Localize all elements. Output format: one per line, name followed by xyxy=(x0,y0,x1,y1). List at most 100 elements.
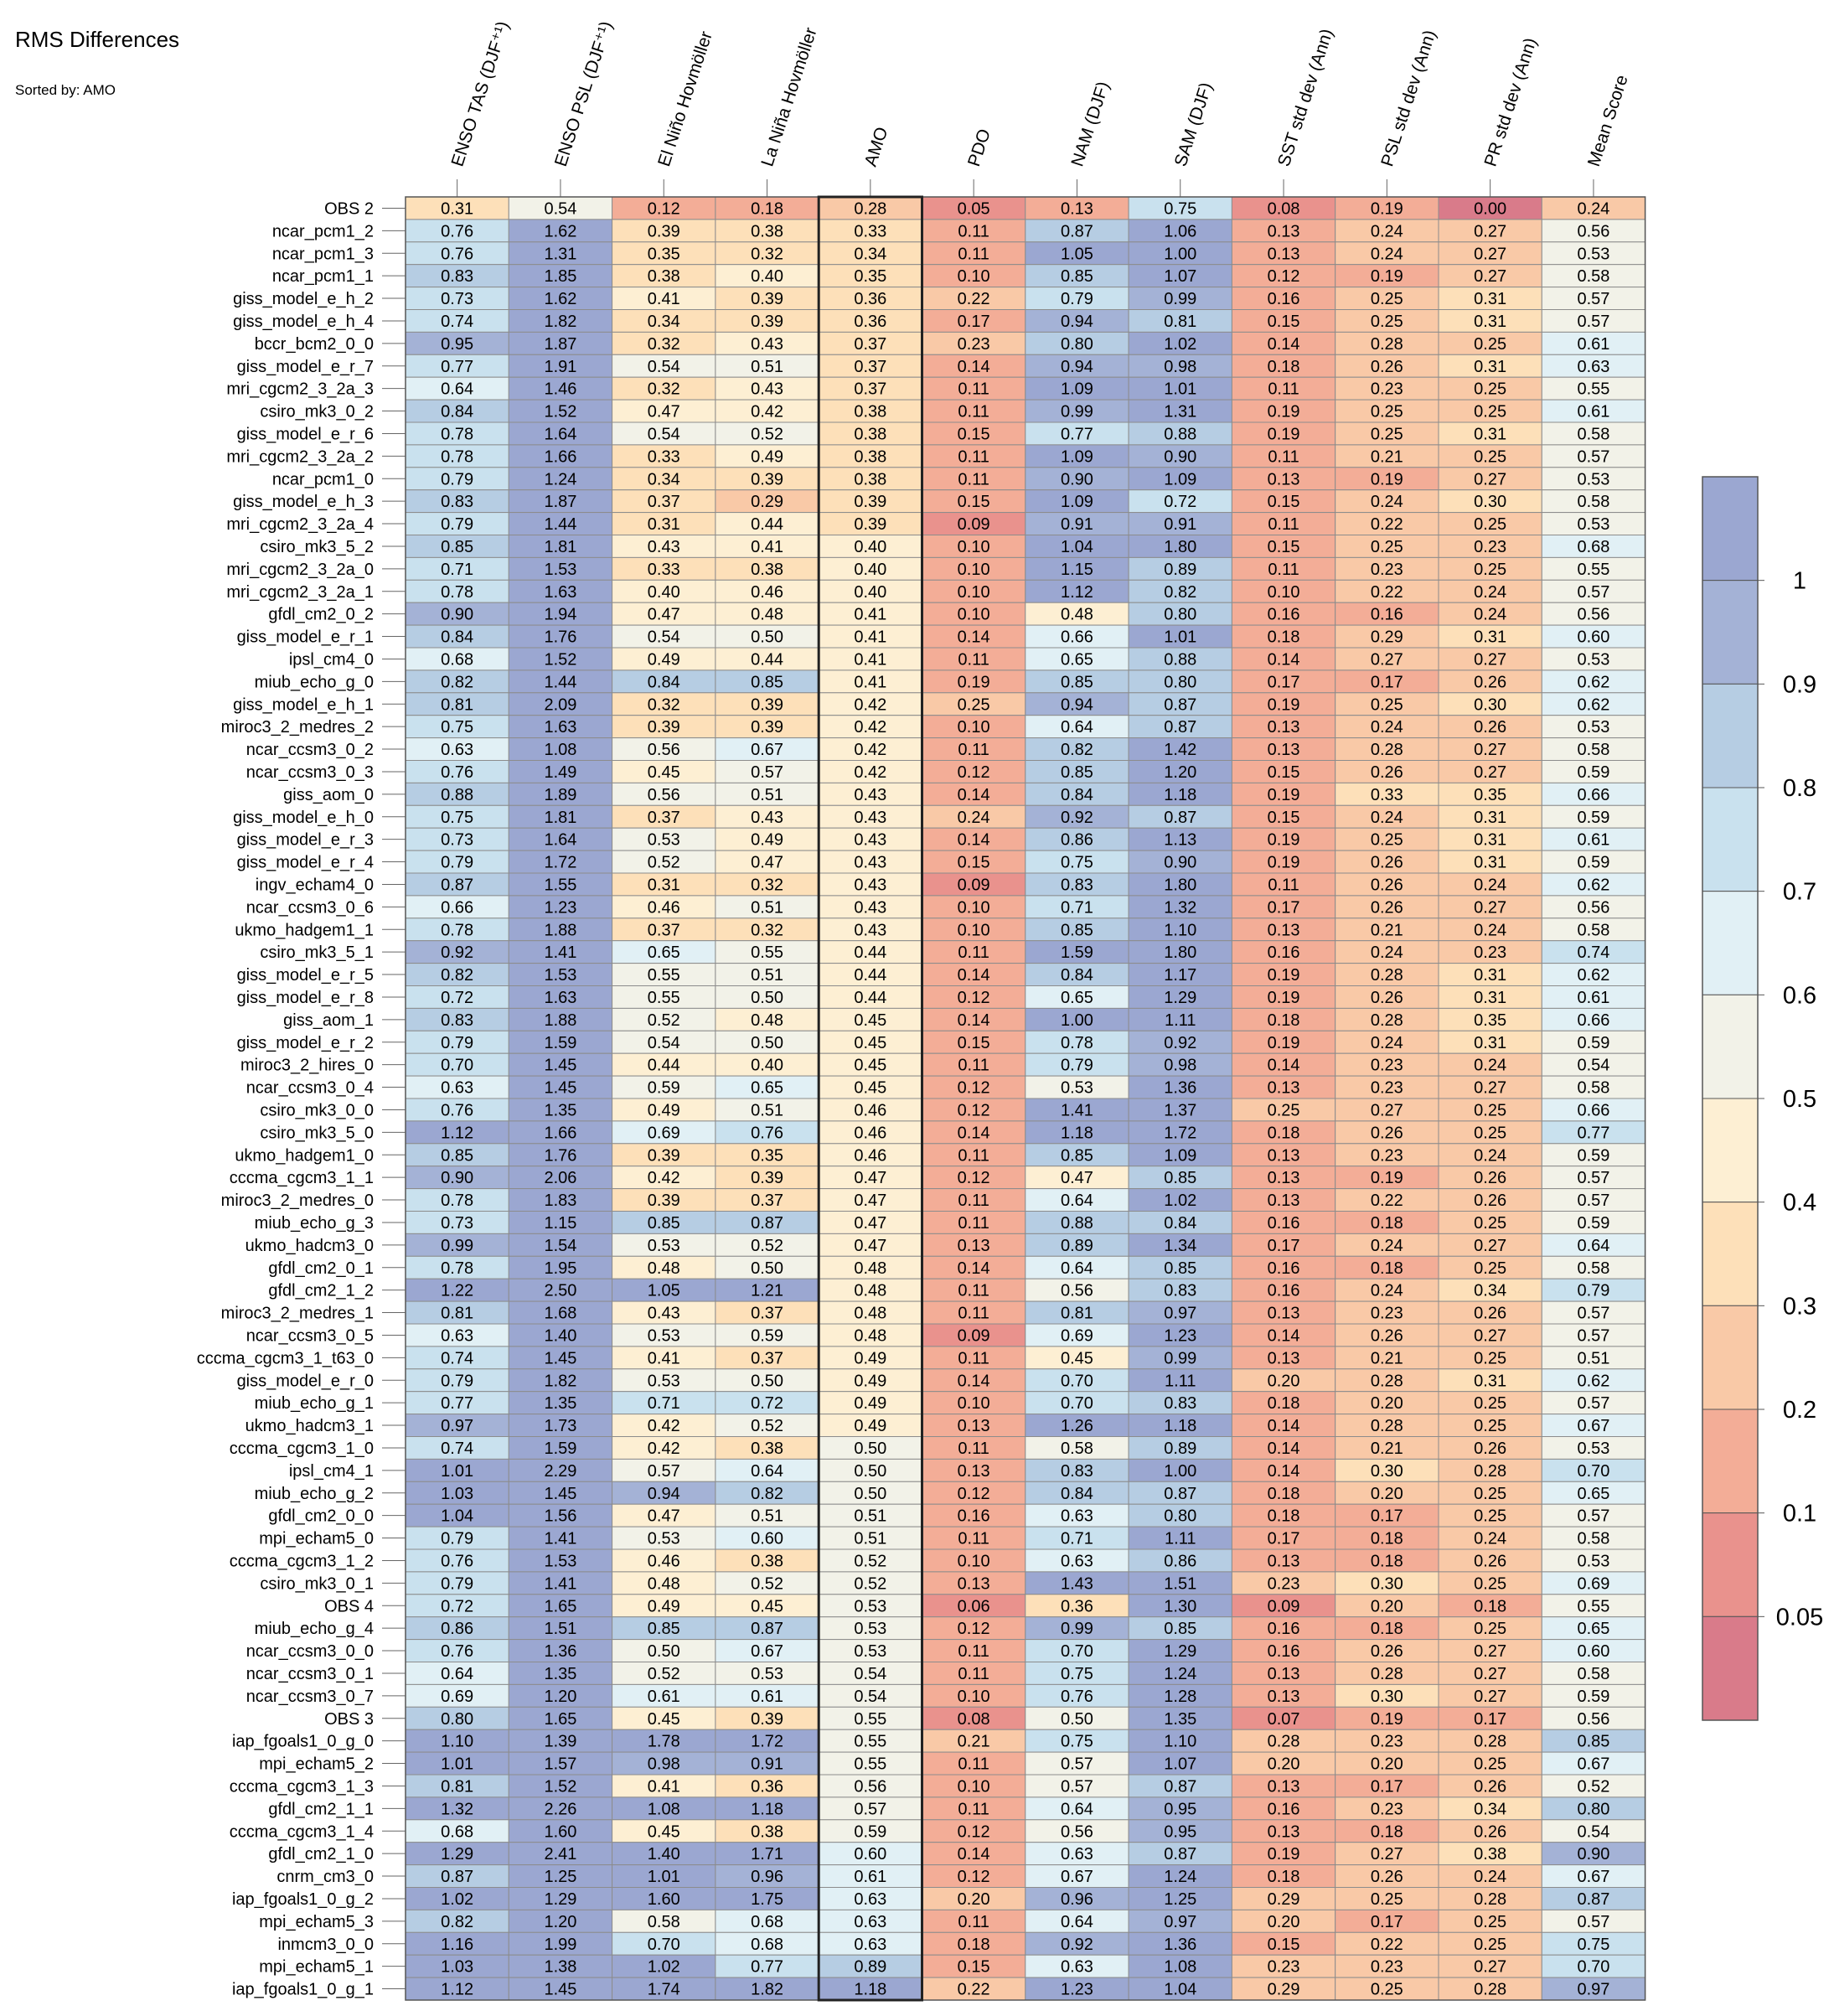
cell-value-label: 0.22 xyxy=(1371,515,1403,534)
cell-value-label: 0.25 xyxy=(1474,1214,1506,1233)
cell-value-label: 0.80 xyxy=(1164,673,1196,691)
cell-value-label: 0.17 xyxy=(1268,673,1300,691)
heatmap-cell xyxy=(1335,602,1439,626)
cell-value-label: 1.29 xyxy=(544,1890,576,1909)
heatmap-cell xyxy=(508,647,613,671)
heatmap-cell xyxy=(1025,376,1129,401)
heatmap-cell xyxy=(715,1323,819,1347)
cell-value-label: 0.10 xyxy=(958,1777,990,1796)
cell-value-label: 0.40 xyxy=(854,583,886,602)
heatmap-cell xyxy=(1128,602,1232,626)
cell-value-label: 0.14 xyxy=(1268,650,1300,669)
row-label: miub_echo_g_4 xyxy=(255,1620,374,1638)
cell-value-label: 0.99 xyxy=(1061,1620,1093,1638)
cell-value-label: 0.62 xyxy=(1577,673,1609,691)
cell-value-label: 1.53 xyxy=(544,966,576,985)
cell-value-label: 1.25 xyxy=(1164,1890,1196,1909)
column-header: NAM (DJF) xyxy=(1067,80,1113,169)
cell-value-label: 0.14 xyxy=(1268,1417,1300,1435)
cell-value-label: 1.23 xyxy=(1164,1326,1196,1345)
heatmap-cell xyxy=(1025,1458,1129,1482)
heatmap-cell xyxy=(818,376,923,401)
cell-value-label: 0.19 xyxy=(1371,267,1403,286)
heatmap-cell xyxy=(1438,421,1542,446)
heatmap-cell xyxy=(715,1662,819,1685)
heatmap-cell xyxy=(715,376,819,401)
heatmap-cell xyxy=(1335,1594,1439,1618)
cell-value-label: 0.19 xyxy=(1268,831,1300,850)
heatmap-cell xyxy=(1231,872,1336,897)
cell-value-label: 0.25 xyxy=(958,695,990,714)
heatmap-cell xyxy=(1128,1729,1232,1753)
heatmap-cell xyxy=(405,1436,509,1460)
cell-value-label: 0.85 xyxy=(1061,1146,1093,1165)
row-label: gfdl_cm2_0_1 xyxy=(268,1259,374,1278)
cell-value-label: 0.44 xyxy=(854,966,886,985)
cell-value-label: 0.68 xyxy=(751,1936,783,1954)
cell-value-label: 0.25 xyxy=(1474,1755,1506,1774)
cell-value-label: 1.41 xyxy=(1061,1101,1093,1119)
cell-value-label: 0.13 xyxy=(1268,222,1300,240)
row-label: cccma_cgcm3_1_1 xyxy=(230,1169,374,1187)
heatmap-cell xyxy=(405,1729,509,1753)
cell-value-label: 0.69 xyxy=(648,1124,680,1142)
cell-value-label: 0.14 xyxy=(958,966,990,985)
column-header: PDO xyxy=(964,127,994,168)
heatmap-cell xyxy=(1025,1346,1129,1370)
heatmap-cell xyxy=(1541,1346,1646,1370)
cell-value-label: 0.26 xyxy=(1371,898,1403,917)
cell-value-label: 0.62 xyxy=(1577,1372,1609,1390)
cell-value-label: 1.01 xyxy=(1164,628,1196,647)
cell-value-label: 0.25 xyxy=(1474,1574,1506,1593)
cell-value-label: 0.20 xyxy=(1268,1913,1300,1931)
cell-value-label: 1.43 xyxy=(1061,1574,1093,1593)
heatmap-cell xyxy=(405,985,509,1009)
colorbar-swatch xyxy=(1702,1409,1759,1514)
heatmap-cell xyxy=(508,737,613,761)
cell-value-label: 0.24 xyxy=(1474,606,1506,624)
cell-value-label: 1.12 xyxy=(441,1981,473,1999)
cell-value-label: 0.39 xyxy=(648,222,680,240)
heatmap-cell xyxy=(508,1571,613,1595)
cell-value-label: 0.65 xyxy=(648,943,680,962)
heatmap-cell xyxy=(715,850,819,874)
cell-value-label: 0.77 xyxy=(441,358,473,376)
cell-value-label: 0.37 xyxy=(854,358,886,376)
cell-value-label: 0.57 xyxy=(1577,1192,1609,1210)
heatmap-cell xyxy=(508,444,613,468)
heatmap-cell xyxy=(1231,782,1336,806)
cell-value-label: 1.56 xyxy=(544,1507,576,1526)
heatmap-cell xyxy=(1541,647,1646,671)
cell-value-label: 0.11 xyxy=(958,943,989,962)
cell-value-label: 0.59 xyxy=(1577,763,1609,782)
heatmap-cell xyxy=(1438,1706,1542,1730)
heatmap-cell xyxy=(612,827,716,851)
row-label: giss_aom_1 xyxy=(283,1011,374,1030)
cell-value-label: 0.99 xyxy=(1164,1349,1196,1367)
heatmap-cell xyxy=(612,1662,716,1685)
cell-value-label: 0.13 xyxy=(1268,921,1300,939)
heatmap-cell xyxy=(405,1751,509,1776)
cell-value-label: 0.14 xyxy=(958,1011,990,1030)
heatmap-cell xyxy=(405,196,509,220)
heatmap-cell xyxy=(715,692,819,716)
cell-value-label: 0.28 xyxy=(1474,1890,1506,1909)
heatmap-grid: 0.31 0.54 0.12 0.18 0.28 0.05 0.13 0.75 0.08 0.19… xyxy=(405,195,1646,2002)
cell-value-label: 0.23 xyxy=(1371,561,1403,579)
cell-value-label: 0.79 xyxy=(441,1574,473,1593)
cell-value-label: 0.41 xyxy=(854,606,886,624)
cell-value-label: 0.49 xyxy=(854,1349,886,1367)
heatmap-cell xyxy=(1231,895,1336,919)
cell-value-label: 0.11 xyxy=(958,222,989,240)
heatmap-cell xyxy=(922,1436,1026,1460)
heatmap-cell xyxy=(508,872,613,897)
cell-value-label: 1.78 xyxy=(648,1733,680,1751)
cell-value-label: 0.25 xyxy=(1268,1101,1300,1119)
cell-value-label: 0.19 xyxy=(1268,854,1300,872)
heatmap-cell xyxy=(405,1954,509,1978)
cell-value-label: 0.27 xyxy=(1371,1845,1403,1864)
column-header: PR std dev (Ann) xyxy=(1481,35,1541,168)
heatmap-cell xyxy=(922,602,1026,626)
heatmap-cell xyxy=(405,963,509,986)
cell-value-label: 1.45 xyxy=(544,1079,576,1098)
